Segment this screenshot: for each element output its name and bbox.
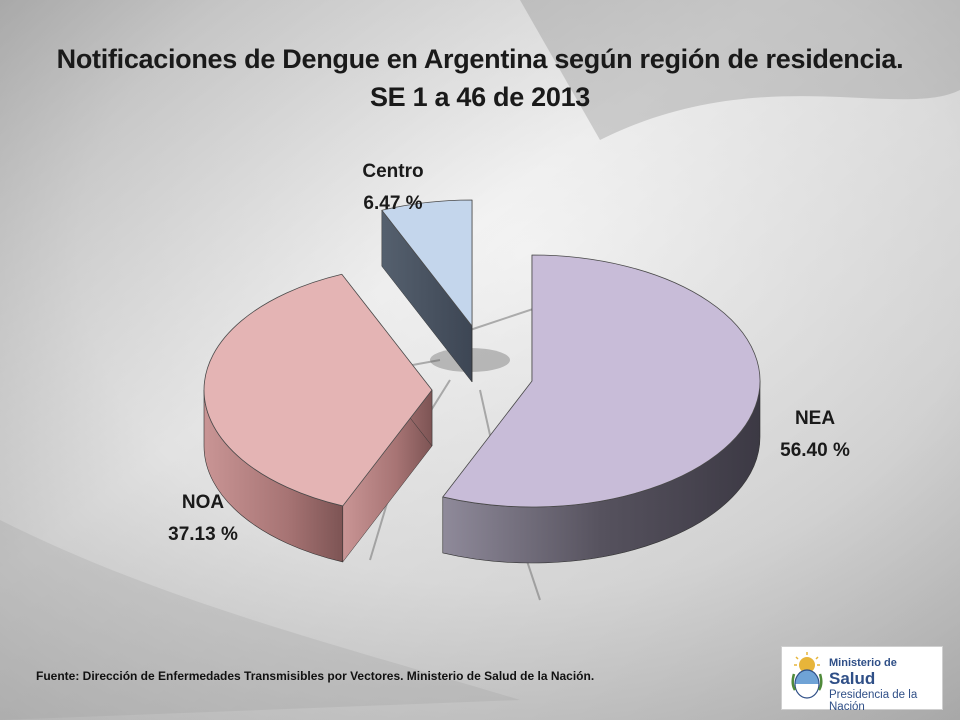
slice-label-centro: Centro	[362, 161, 423, 182]
slice-label-nea: NEA	[795, 408, 835, 429]
chart-title-line2: SE 1 a 46 de 2013	[369, 82, 591, 112]
logo-line3: Presidencia de la Nación	[829, 689, 918, 713]
slice-value-noa: 37.13 %	[168, 524, 238, 545]
source-note: Fuente: Dirección de Enfermedades Transm…	[36, 669, 595, 683]
pie-slice-noa	[203, 273, 433, 507]
coat-of-arms-icon	[791, 652, 823, 699]
ministerio-salud-logo: Ministerio de Salud Presidencia de la Na…	[781, 646, 943, 713]
logo-line2: Salud	[829, 669, 876, 688]
pie-slice-centro	[381, 199, 473, 328]
slice-label-noa: NOA	[182, 492, 225, 513]
logo-line1: Ministerio de	[829, 657, 897, 669]
slice-value-nea: 56.40 %	[780, 440, 850, 461]
chart-title-line1: Notificaciones de Dengue en Argentina se…	[56, 44, 904, 74]
pie-slice-nea	[442, 254, 761, 508]
slice-value-centro: 6.47 %	[363, 193, 422, 214]
